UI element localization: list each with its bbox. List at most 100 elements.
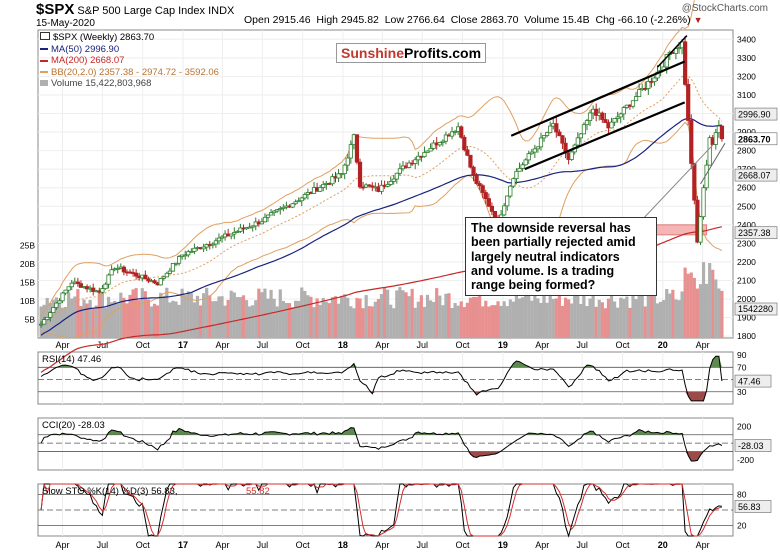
volume-bar [450,307,454,338]
volume-bar [272,298,276,338]
price-tick-label: 2300 [737,238,756,248]
volume-bar [425,294,430,338]
volume-bar [143,291,147,338]
volume-bar [336,303,341,338]
volume-bar [401,290,405,338]
volume-bar [379,294,384,338]
volume-bar [355,297,359,338]
volume-bar [306,295,310,338]
price-highlight-box [734,168,778,182]
volume-bar [603,308,607,338]
volume-bar [238,297,243,338]
sunshine-profits-logo: SunshineProfits.com [336,43,487,63]
volume-bar [481,306,485,338]
volume-bar [478,288,482,338]
x-tick-label: Apr [696,540,710,550]
x-tick-label: Jul [257,540,269,550]
volume-bar [168,302,172,338]
price-tick-label: 3200 [737,71,756,81]
candle-body [453,131,458,133]
panel-frame [37,417,734,471]
candle-body [192,247,197,252]
candle-body [630,100,636,107]
volume-bar [346,297,350,338]
legend-bb: BB(20,2.0) 2357.38 - 2974.72 - 3592.06 [40,67,219,79]
volume-highlight-label: 1542280 [738,304,773,314]
candle-body [407,162,412,168]
volume-bar [235,297,239,338]
symbol: $SPX [36,1,75,18]
candle-body [471,166,476,176]
candle-body [265,214,271,218]
candle-body [75,281,80,285]
volume-bar [493,305,497,338]
volume-bar [131,289,135,338]
chart-title: $SPX S&P 500 Large Cap Index INDX [36,1,234,18]
volume-bar [594,306,598,338]
candle-body [474,175,479,184]
open-value: Open 2915.46 [244,14,311,26]
volume-bar [174,301,178,338]
candle-body [413,159,418,164]
volume-bar [79,306,83,338]
volume-bar [248,306,252,338]
candle-body [652,77,657,82]
candle-body [483,192,488,200]
volume-bar [330,297,335,338]
x-tick-label: 19 [498,340,508,350]
x-tick-label: Apr [56,540,70,550]
candle-body [437,142,442,146]
candle-body [621,107,626,115]
x-tick-label: Apr [215,540,229,550]
volume-bar [106,296,111,338]
volume-bar [444,293,448,338]
volume-bar [701,262,706,338]
candle-body [293,201,298,205]
volume-bar [413,307,417,338]
candle-body [158,278,163,286]
trendline-lower [524,101,686,171]
volume-bar [294,300,298,338]
volume-bar [229,290,233,338]
close-value: Close 2863.70 [450,14,519,26]
candle-body [603,119,608,123]
volume-bar [570,303,574,338]
candle-body [247,226,252,229]
volume-bar [137,300,141,338]
candle-body [394,172,399,180]
volume-bar [300,287,304,338]
volume-bar [456,305,460,338]
candle-body [262,216,268,223]
price-highlight-box [734,226,778,240]
annotation-line: largely neutral indicators [471,249,620,264]
x-tick-label: Jul [416,540,428,550]
x-tick-label: Oct [456,340,471,350]
candle-body [698,216,703,243]
candle-body [91,287,96,292]
candle-body [683,41,688,85]
candle-body [560,135,565,144]
candle-body [633,96,639,102]
price-tick-label: 2400 [737,220,756,230]
candle-body [459,126,464,138]
volume-bar [597,299,601,338]
candle-body [385,184,390,187]
volume-bar [474,297,479,338]
volume-bar [128,294,132,338]
watermark: @StockCharts.com [681,3,768,14]
candle-body [676,47,682,50]
volume-bar [643,306,647,338]
volume-bar [251,305,255,338]
candle-body [486,198,491,207]
candle-body [391,178,396,182]
volume-bar [358,298,362,338]
candle-body [397,168,403,174]
candle-body [78,283,84,288]
volume-bar [573,291,577,338]
x-tick-label: Oct [615,540,630,550]
volume-bar [680,291,684,338]
x-tick-label: Jul [576,340,588,350]
volume-bar [103,307,108,338]
x-tick-label: Apr [696,340,710,350]
candle-body [465,149,470,156]
